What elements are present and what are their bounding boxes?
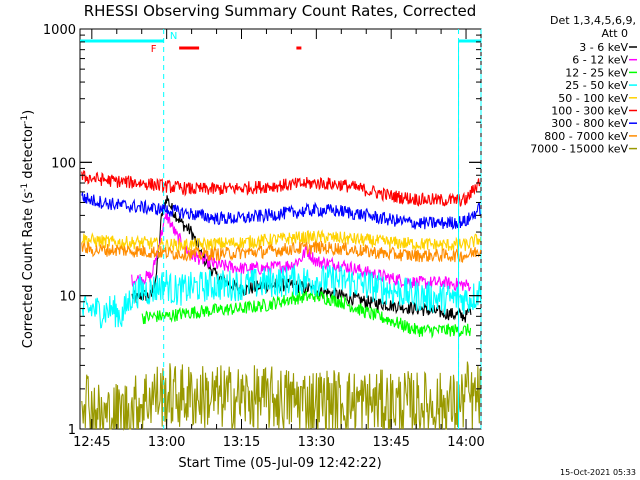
y-axis-title-sup1: -1	[20, 183, 30, 192]
footer-timestamp: 15-Oct-2021 05:33	[560, 468, 636, 477]
x-tick-label: 14:00	[447, 435, 484, 450]
series-line-3	[141, 288, 472, 339]
y-axis-title: Corrected Count Rate (s-1 detector-1)	[20, 110, 36, 348]
chart-title: RHESSI Observing Summary Count Rates, Co…	[84, 2, 477, 20]
legend-label-6: 100 - 300 keV	[551, 105, 628, 118]
x-axis-title: Start Time (05-Jul-09 12:42:22)	[178, 456, 381, 471]
series-line-4	[81, 264, 482, 329]
series-line-8	[81, 241, 482, 263]
series-line-1	[131, 195, 472, 323]
plot-frame	[79, 28, 482, 430]
y-axis-title-prefix: Corrected Count Rate (s	[21, 192, 36, 349]
legend-label-4: 25 - 50 keV	[565, 79, 628, 92]
y-tick-label: 10	[59, 290, 76, 305]
plot-border	[79, 28, 482, 430]
legend-label-8: 800 - 7000 keV	[544, 130, 628, 143]
x-tick-label: 13:15	[223, 435, 260, 450]
series-line-6	[81, 169, 482, 207]
legend-label-2: 6 - 12 keV	[572, 54, 628, 67]
series-line-7	[81, 192, 482, 230]
series-line-9	[81, 361, 481, 431]
x-axis: 12:45 13:00 13:15 13:30 13:45 14:00	[73, 29, 485, 450]
legend-label-5: 50 - 100 keV	[558, 92, 628, 105]
flare-flag-label: F	[151, 44, 157, 55]
y-axis-title-sup2: -1	[20, 115, 30, 124]
legend-label-3: 12 - 25 keV	[565, 66, 628, 79]
series-group	[81, 169, 482, 431]
series-line-5	[81, 229, 482, 254]
x-tick-label: 13:45	[372, 435, 409, 450]
annotation-group: FN	[80, 29, 482, 429]
legend-header-line-2: Att 0	[602, 27, 628, 40]
x-tick-label: 12:45	[73, 435, 110, 450]
y-axis-title-middle: detector	[21, 123, 36, 183]
legend-label-9: 7000 - 15000 keV	[530, 143, 628, 156]
y-axis: 1 10 100 1000	[43, 23, 481, 438]
x-tick-label: 13:30	[298, 435, 335, 450]
y-tick-label: 1000	[43, 23, 76, 38]
y-axis-title-suffix: )	[21, 110, 36, 115]
legend-label-7: 300 - 800 keV	[551, 117, 628, 130]
legend-label-1: 3 - 6 keV	[579, 41, 628, 54]
y-tick-label: 100	[51, 156, 76, 171]
night-flag-label: N	[170, 31, 177, 42]
legend-header-line-1: Det 1,3,4,5,6,9,	[550, 14, 636, 27]
y-tick-label: 1	[68, 423, 76, 438]
x-tick-label: 13:00	[148, 435, 185, 450]
